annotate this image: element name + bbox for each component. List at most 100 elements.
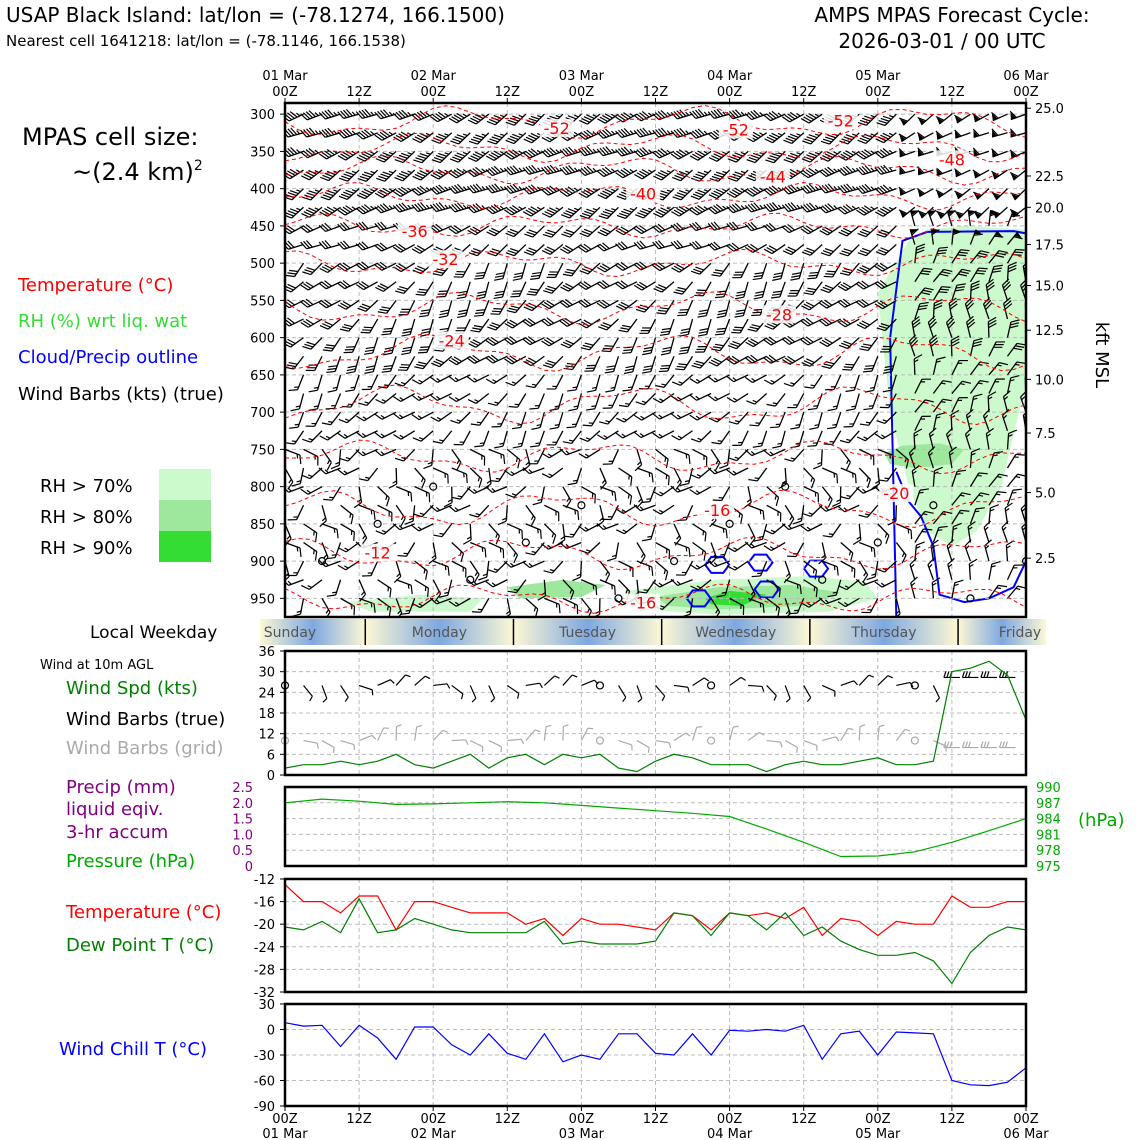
surface-barb-true	[673, 684, 690, 693]
wind-barb	[485, 337, 508, 347]
wind-barb	[673, 281, 694, 295]
wind-barb	[485, 486, 508, 494]
wind-barb	[788, 598, 805, 615]
wind-barb	[1006, 361, 1026, 376]
wind-barb	[746, 150, 768, 164]
wind-barb	[874, 279, 897, 290]
wind-barb	[543, 281, 564, 294]
wind-barb	[985, 278, 995, 301]
station-title: USAP Black Island: lat/lon = (-78.1274, …	[6, 3, 505, 27]
wind-barb	[411, 185, 434, 196]
wind-barb	[504, 467, 527, 477]
wind-barb	[1006, 564, 1024, 581]
wind-tick-label: 36	[258, 645, 275, 660]
wind-barb	[969, 229, 983, 245]
top-date-label: 02 Mar	[411, 69, 457, 84]
wind-barb	[783, 560, 792, 584]
wind-barb	[656, 300, 675, 315]
wind-barb	[475, 281, 490, 300]
wind-barb	[505, 132, 527, 145]
bottom-date-label: 02 Mar	[411, 1127, 457, 1140]
wind-barb	[541, 164, 564, 175]
wind-barb	[377, 300, 397, 314]
wind-barb	[599, 467, 607, 490]
wind-barb	[337, 299, 360, 310]
temperature-contour	[285, 181, 1026, 211]
wind-barb	[951, 249, 970, 264]
wind-barb	[412, 169, 434, 181]
wind-barb	[305, 411, 323, 427]
wind-barb	[930, 539, 939, 562]
wind-barb	[343, 337, 360, 354]
wind-barb	[818, 183, 841, 194]
wind-barb	[487, 244, 508, 257]
wind-barb	[544, 504, 560, 522]
cloud-outline	[704, 555, 731, 574]
wind-barb	[753, 281, 768, 300]
wind-barb	[466, 374, 490, 383]
wind-barb	[875, 206, 897, 217]
wind-barb	[392, 243, 415, 253]
wind-barb	[744, 202, 767, 213]
wind-barb	[604, 356, 620, 374]
bottom-hour-label: 00Z	[865, 1112, 891, 1127]
wind-barb	[301, 467, 323, 480]
wind-barb	[599, 579, 616, 595]
wind-barb	[337, 128, 360, 139]
wind-barb	[690, 262, 712, 275]
weekday-day-label: Monday	[412, 625, 467, 641]
top-hour-label: 00Z	[420, 85, 446, 100]
wind-barb	[982, 408, 991, 431]
wind-barb	[337, 262, 360, 272]
wind-barb	[355, 430, 378, 439]
wind-barb	[863, 393, 879, 411]
temp-tick-label: -28	[254, 963, 275, 978]
wind-barb	[821, 486, 833, 508]
wind-barb	[842, 355, 860, 371]
wind-barb	[954, 129, 971, 139]
wind-barb	[969, 393, 983, 413]
wind-barb	[489, 467, 508, 483]
wind-barb	[914, 415, 931, 432]
wind-barb	[559, 298, 582, 308]
wind-barb	[659, 318, 675, 336]
wind-barb	[596, 505, 605, 528]
wind-barb	[951, 397, 968, 413]
wind-barb	[637, 579, 657, 594]
temperature-contour-label: -24	[439, 331, 465, 350]
wind-barb	[364, 356, 379, 374]
surface-barb-true	[303, 685, 313, 702]
wind-barb	[300, 223, 323, 234]
wind-barb	[543, 523, 557, 544]
wind-barb	[692, 448, 708, 466]
surface-barb-true	[877, 675, 893, 686]
wind-barb	[964, 539, 972, 562]
wind-barb	[337, 280, 360, 290]
wind-barb	[988, 230, 1004, 245]
wind-barb	[988, 378, 1005, 394]
wind-barb	[988, 451, 1004, 469]
wind-barb	[770, 411, 786, 429]
wind-barb	[818, 542, 827, 565]
wind-barb-calm	[781, 482, 790, 491]
pressure-tick-label: 700	[250, 406, 275, 421]
wind-barb	[809, 411, 823, 430]
windchill-tick-label: -90	[254, 1100, 275, 1115]
wind-barb	[467, 337, 490, 348]
wind-barb	[818, 203, 841, 214]
wind-barb	[393, 560, 402, 584]
wind-barb	[927, 315, 938, 338]
wind-barb	[951, 380, 972, 394]
wind-barb	[945, 315, 956, 338]
precip-tick-label: 2.5	[232, 781, 253, 796]
pressure-tick-label: 400	[250, 183, 275, 198]
wind-barb	[471, 598, 490, 613]
wind-barb	[392, 411, 415, 420]
wind-barb	[985, 427, 994, 450]
wind-barb	[411, 243, 434, 254]
wind-barb	[697, 300, 712, 318]
wind-barb	[560, 243, 582, 254]
wind-barb	[951, 492, 971, 506]
surface-barb-true	[562, 674, 578, 686]
wind-barb	[415, 281, 434, 296]
